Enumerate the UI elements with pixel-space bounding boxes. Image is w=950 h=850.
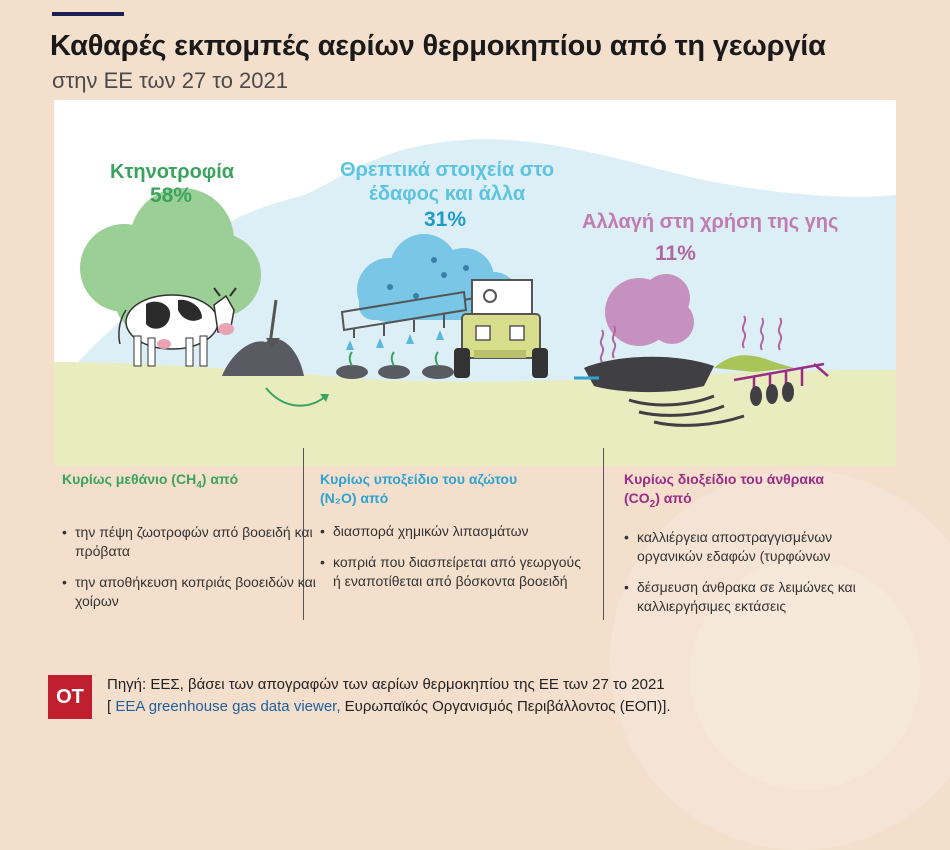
illustration-panel (54, 100, 896, 466)
column-title-nitrous-oxide-line1: Κυρίως υποξείδιο του αζώτου (320, 471, 518, 487)
gas-column-carbon-dioxide: Κυρίως διοξείδιο του άνθρακα (CO2) από κ… (624, 470, 894, 628)
page-subtitle: στην ΕΕ των 27 το 2021 (52, 68, 288, 93)
gas-column-nitrous-oxide: Κυρίως υποξείδιο του αζώτου (N₂O) από δι… (320, 470, 590, 603)
source-agency: Ευρωπαϊκός Οργανισμός Περιβάλλοντος (ΕΟΠ… (344, 698, 671, 715)
list-item: την πέψη ζωοτροφών από βοοειδή και πρόβα… (62, 523, 332, 561)
bullet-list-carbon-dioxide: καλλιέργεια αποστραγγισμένων οργανικών ε… (624, 528, 894, 616)
column-title-methane-text: Κυρίως μεθάνιο (CH (62, 471, 197, 487)
peat-mound (584, 356, 714, 393)
tractor (454, 279, 548, 378)
category-percent-nutrients: 31% (424, 208, 467, 231)
column-title-carbon-dioxide-pre: (CO (624, 490, 650, 506)
column-title-carbon-dioxide-line2: (CO2) από (624, 489, 894, 514)
category-label-land-use: Αλλαγή στη χρήση της γης (582, 211, 839, 233)
spray-droplets (346, 330, 444, 350)
category-label-nutrients-line2: έδαφος και άλλα (368, 183, 526, 205)
source-line-1: Πηγή: ΕΕΣ, βάσει των απογραφών των αερίω… (107, 676, 665, 693)
soil-furrows (628, 394, 745, 427)
column-title-carbon-dioxide-line1: Κυρίως διοξείδιο του άνθρακα (624, 471, 824, 487)
column-title-nitrous-oxide: Κυρίως υποξείδιο του αζώτου (N₂O) από (320, 470, 590, 508)
livestock-cloud (80, 188, 261, 334)
category-label-nutrients: Θρεπτικά στοιχεία στο έδαφος και άλλα (340, 158, 554, 206)
column-title-carbon-dioxide-sub: 2 (649, 498, 656, 510)
sprouts (336, 365, 454, 379)
category-label-livestock: Κτηνοτροφία (110, 161, 235, 183)
list-item: κοπριά που διασπείρεται από γεωργούς ή ε… (320, 553, 590, 591)
column-title-carbon-dioxide-post: ) από (655, 490, 692, 506)
source-line-2: [ EEA greenhouse gas data viewer, Ευρωπα… (107, 696, 671, 718)
column-title-methane-sub: 4 (196, 479, 202, 491)
grass-tuft (714, 355, 794, 372)
column-title-carbon-dioxide: Κυρίως διοξείδιο του άνθρακα (CO2) από (624, 470, 894, 514)
manure-pile (222, 338, 304, 376)
land-use-cloud (605, 274, 694, 346)
cow-drawing (118, 287, 237, 367)
shovel (268, 299, 278, 345)
source-note: Πηγή: ΕΕΣ, βάσει των απογραφών των αερίω… (107, 674, 671, 718)
list-item: καλλιέργεια αποστραγγισμένων οργανικών ε… (624, 528, 894, 566)
category-label-nutrients-line1: Θρεπτικά στοιχεία στο (340, 159, 555, 181)
source-bracket: [ (107, 698, 112, 715)
column-title-methane-post: ) από (201, 471, 239, 487)
column-title-methane: Κυρίως μεθάνιο (CH4) από (62, 470, 332, 495)
ot-logo: ΟΤ (48, 675, 92, 719)
page-title: Καθαρές εκπομπές αερίων θερμοκηπίου από … (50, 30, 826, 62)
source-link[interactable]: EEA greenhouse gas data viewer, (115, 698, 341, 715)
list-item: διασπορά χημικών λιπασμάτων (320, 522, 590, 541)
bullet-list-nitrous-oxide: διασπορά χημικών λιπασμάτων κοπριά που δ… (320, 522, 590, 591)
category-percent-land-use: 11% (655, 242, 696, 265)
list-item: την αποθήκευση κοπριάς βοοειδών και χοίρ… (62, 573, 332, 611)
heat-waves (599, 315, 783, 363)
header-accent-rule (52, 12, 124, 16)
list-item: δέσμευση άνθρακα σε λειμώνες και καλλιερ… (624, 578, 894, 616)
bullet-list-methane: την πέψη ζωοτροφών από βοοειδή και πρόβα… (62, 523, 332, 611)
column-divider-2 (603, 448, 604, 620)
gas-column-methane: Κυρίως μεθάνιο (CH4) από την πέψη ζωοτρο… (62, 470, 332, 623)
farm-illustration (54, 139, 896, 466)
transfer-arrow (265, 387, 327, 407)
column-title-nitrous-oxide-line2: (N₂O) από (320, 490, 389, 506)
category-percent-livestock: 58% (150, 184, 193, 207)
